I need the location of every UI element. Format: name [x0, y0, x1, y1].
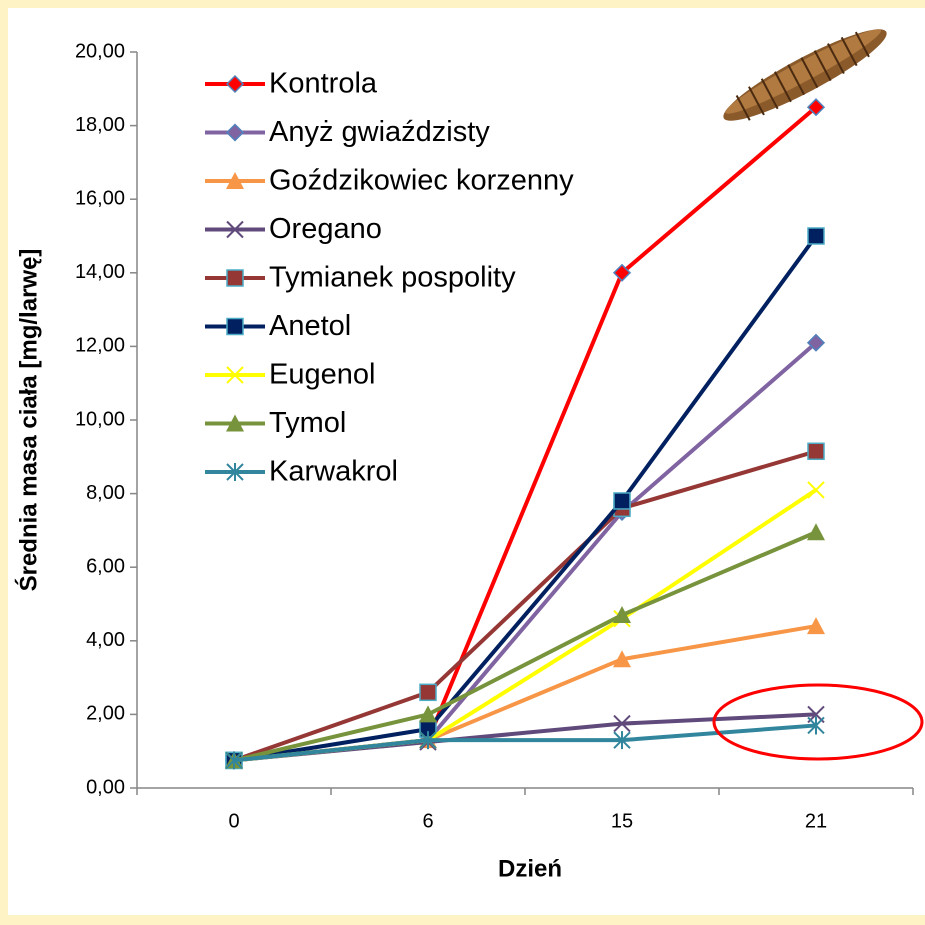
y-tick-label: 14,00	[75, 261, 125, 283]
legend-label: Eugenol	[269, 359, 375, 391]
legend-label: Tymol	[269, 407, 346, 439]
marker	[420, 684, 436, 700]
y-tick-label: 0,00	[86, 776, 125, 798]
x-tick-label: 6	[422, 810, 433, 832]
legend-label: Anyż gwiaździsty	[269, 116, 490, 148]
legend-label: Karwakrol	[269, 456, 398, 488]
legend-label: Kontrola	[269, 68, 378, 100]
y-tick-label: 2,00	[86, 703, 125, 725]
y-tick-label: 6,00	[86, 555, 125, 577]
y-tick-label: 10,00	[75, 408, 125, 430]
x-axis-title: Dzień	[498, 855, 562, 882]
x-tick-label: 15	[611, 810, 633, 832]
y-tick-label: 8,00	[86, 482, 125, 504]
y-tick-label: 4,00	[86, 629, 125, 651]
chart: Dzień Średnia masa ciała [mg/larwę] 0,00…	[0, 0, 925, 925]
legend-marker	[227, 270, 243, 286]
legend-label: Tymianek pospolity	[269, 262, 516, 294]
marker	[808, 443, 824, 459]
y-tick-label: 20,00	[75, 40, 125, 62]
legend-label: Goździkowiec korzenny	[269, 165, 574, 197]
legend-label: Anetol	[269, 310, 351, 342]
x-tick-label: 21	[805, 810, 827, 832]
legend-marker	[227, 319, 243, 335]
y-tick-label: 12,00	[75, 335, 125, 357]
y-tick-label: 16,00	[75, 187, 125, 209]
marker	[808, 228, 824, 244]
legend-label: Oregano	[269, 213, 382, 245]
y-tick-label: 18,00	[75, 114, 125, 136]
marker	[614, 493, 630, 509]
y-axis-title: Średnia masa ciała [mg/larwę]	[14, 249, 42, 592]
x-tick-label: 0	[228, 810, 239, 832]
